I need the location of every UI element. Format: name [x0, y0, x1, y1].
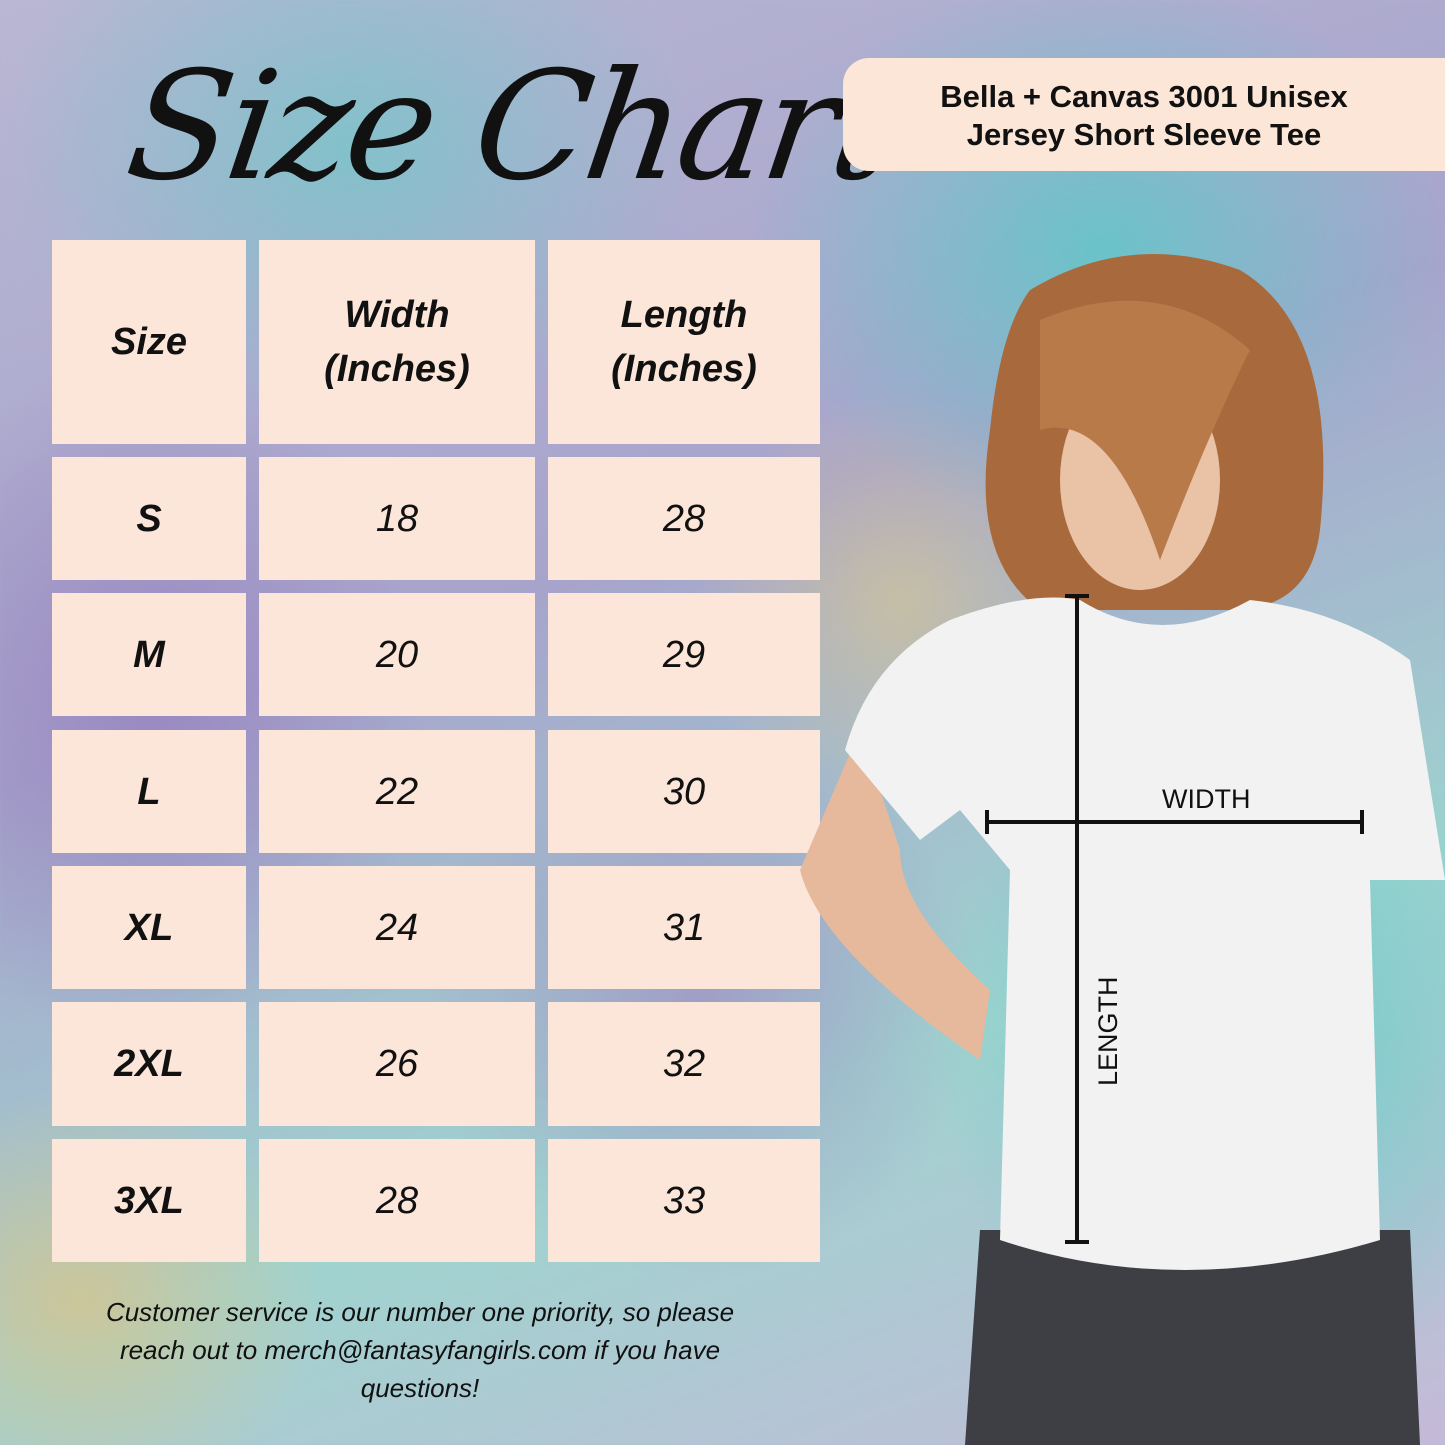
length-label: LENGTH: [1093, 976, 1123, 1086]
length-cell: 30: [548, 730, 820, 853]
jeans: [965, 1230, 1420, 1445]
footer-note: Customer service is our number one prior…: [105, 1297, 735, 1403]
arm-left: [800, 730, 990, 1060]
size-cell: XL: [52, 866, 246, 989]
length-cell: 29: [548, 593, 820, 716]
model-tshirt-diagram: WIDTH LENGTH: [800, 254, 1445, 1445]
header-cell: Size: [52, 240, 246, 444]
width-cell: 20: [259, 593, 535, 716]
length-cell: 32: [548, 1002, 820, 1126]
length-cell: 33: [548, 1139, 820, 1262]
length-cell: 28: [548, 457, 820, 580]
width-label: WIDTH: [1162, 784, 1250, 814]
page-title: Size Chart: [117, 40, 902, 214]
product-line-2: Jersey Short Sleeve Tee: [966, 117, 1322, 152]
hair-bangs: [1040, 300, 1250, 560]
size-cell: L: [52, 730, 246, 853]
tshirt: [845, 597, 1445, 1270]
width-cell: 28: [259, 1139, 535, 1262]
width-cell: 18: [259, 457, 535, 580]
product-line-1: Bella + Canvas 3001 Unisex: [940, 79, 1348, 114]
width-cell: 24: [259, 866, 535, 989]
size-cell: 3XL: [52, 1139, 246, 1262]
length-cell: 31: [548, 866, 820, 989]
header-cell: Width (Inches): [259, 240, 535, 444]
size-cell: S: [52, 457, 246, 580]
width-cell: 26: [259, 1002, 535, 1126]
header-cell: Length (Inches): [548, 240, 820, 444]
size-cell: 2XL: [52, 1002, 246, 1126]
width-cell: 22: [259, 730, 535, 853]
product-name-badge: Bella + Canvas 3001 Unisex Jersey Short S…: [843, 58, 1445, 171]
size-cell: M: [52, 593, 246, 716]
